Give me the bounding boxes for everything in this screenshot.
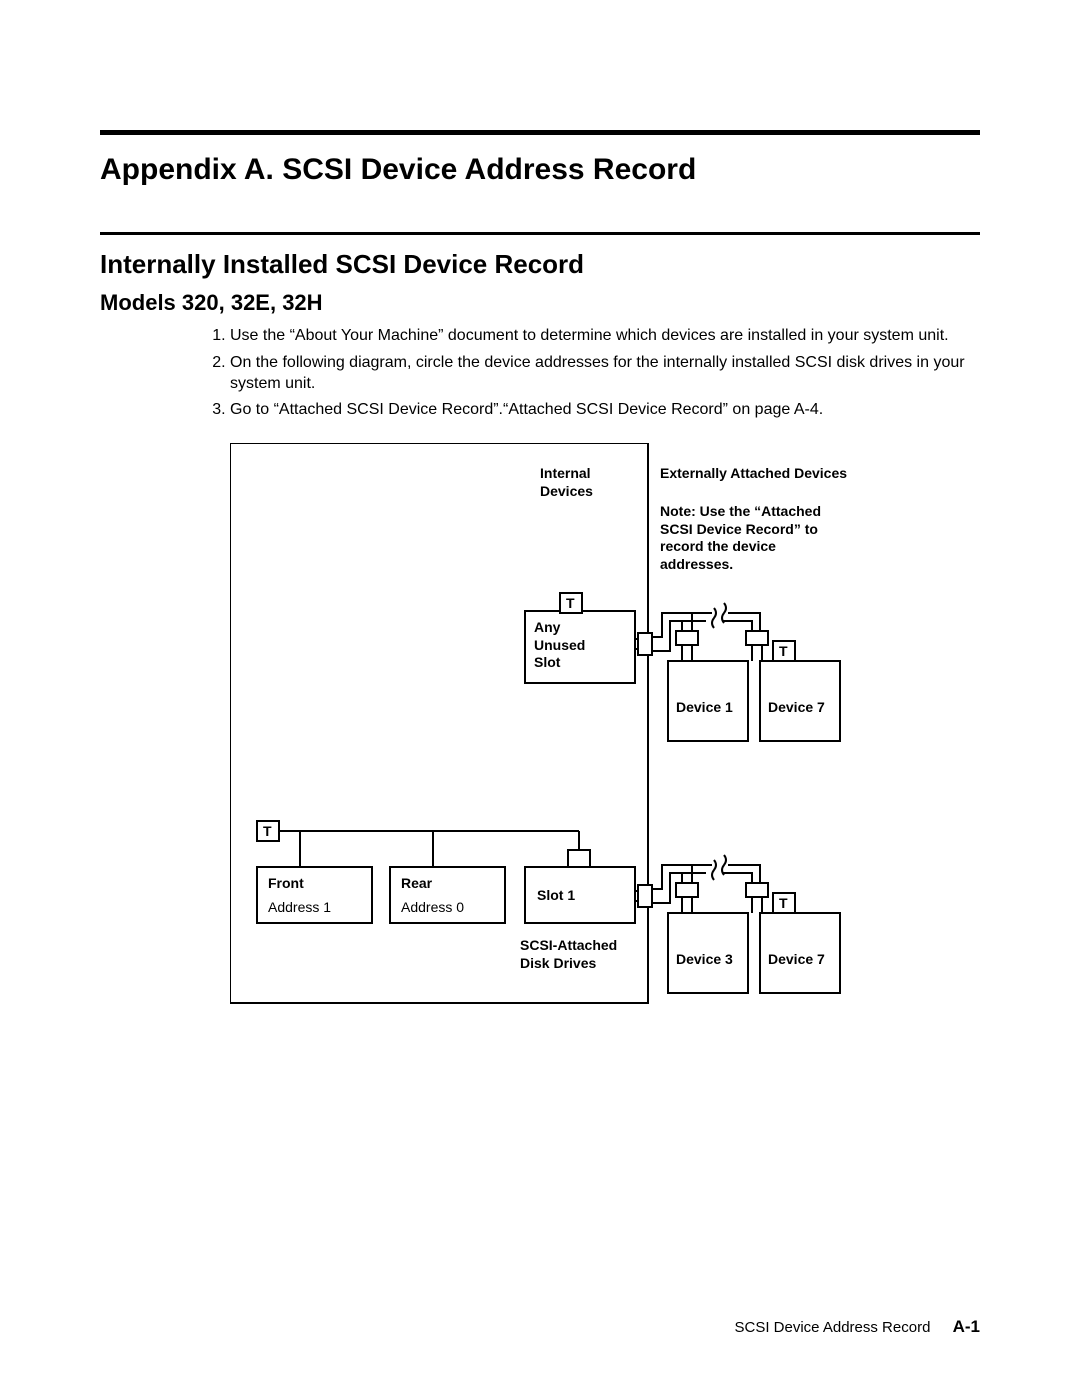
appendix-title: Appendix A. SCSI Device Address Record [100,153,980,187]
label-front: Front [268,875,304,893]
label-t-top: T [566,595,575,613]
list-item: Use the “About Your Machine” document to… [230,326,980,347]
label-device7-top: Device 7 [768,699,825,717]
list-item: On the following diagram, circle the dev… [230,353,980,395]
label-internal-devices: Internal Devices [540,465,630,500]
rule-top [100,130,980,135]
instruction-list: Use the “About Your Machine” document to… [230,326,980,421]
label-address1: Address 1 [268,899,331,917]
label-slot1: Slot 1 [537,887,575,905]
label-external-devices: Externally Attached Devices [660,465,860,483]
page-number: A-1 [953,1317,980,1336]
page-footer: SCSI Device Address Record A-1 [735,1317,981,1337]
list-item: Go to “Attached SCSI Device Record”.“Att… [230,400,980,421]
label-note: Note: Use the “Attached SCSI Device Reco… [660,503,835,573]
label-t-d7-top: T [779,643,788,661]
scsi-diagram: Internal Devices Externally Attached Dev… [230,443,890,1023]
label-device1: Device 1 [676,699,733,717]
section-title: Internally Installed SCSI Device Record [100,249,980,280]
footer-text: SCSI Device Address Record [735,1319,931,1336]
label-device7-bottom: Device 7 [768,951,825,969]
label-address0: Address 0 [401,899,464,917]
label-t-left: T [263,823,272,841]
label-t-d7-bottom: T [779,895,788,913]
label-device3: Device 3 [676,951,733,969]
label-rear: Rear [401,875,432,893]
subsection-title: Models 320, 32E, 32H [100,290,980,316]
label-any-unused-slot: Any Unused Slot [534,619,585,672]
label-scsi-attached: SCSI-Attached Disk Drives [520,937,617,972]
rule-sub [100,232,980,235]
page: Appendix A. SCSI Device Address Record I… [0,0,1080,1397]
